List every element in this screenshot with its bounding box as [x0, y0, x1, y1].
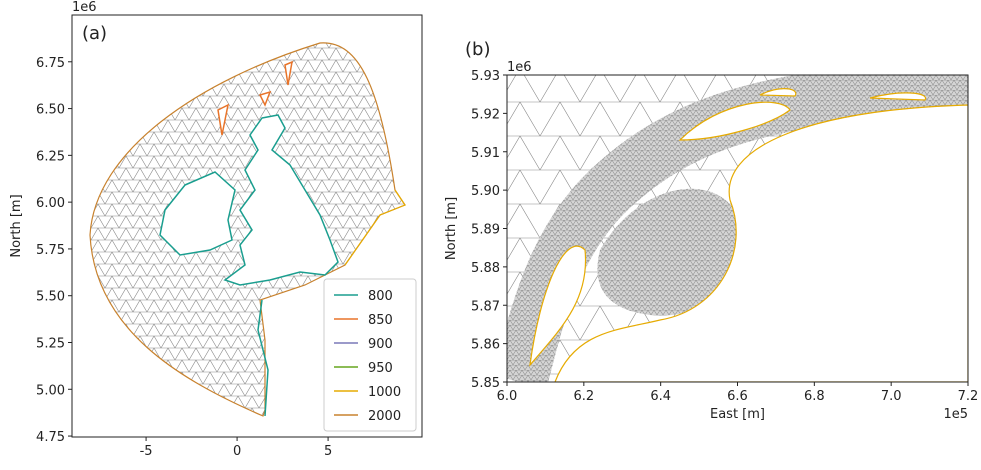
y-tick-label: 5.50	[36, 290, 65, 305]
mesh-b	[507, 75, 968, 382]
x-tick-label: 5	[324, 444, 332, 459]
y-tick-label: 5.91	[471, 146, 500, 161]
legend-label: 800	[368, 289, 393, 304]
x-tick-label: 0	[233, 444, 241, 459]
y-tick-label: 5.00	[36, 383, 65, 398]
x-tick-label: 6.6	[727, 389, 748, 404]
x-tick-label: 6.8	[804, 389, 825, 404]
y-tick-label: 5.93	[471, 69, 500, 84]
y-tick-label: 6.00	[36, 196, 65, 211]
legend-label: 2000	[368, 409, 401, 424]
x-tick-label: 6.4	[650, 389, 671, 404]
panel-label: (b)	[465, 39, 490, 60]
x-tick-label: 6.2	[573, 389, 594, 404]
legend-label: 900	[368, 337, 393, 352]
x-offset: 1e5	[943, 407, 968, 422]
y-axis-label: North [m]	[9, 194, 24, 257]
y-tick-label: 5.89	[471, 223, 500, 238]
x-tick-label: -5	[140, 444, 153, 459]
x-axis-label: East [m]	[710, 407, 765, 422]
y-tick-label: 4.75	[36, 430, 65, 445]
y-tick-label: 5.85	[471, 376, 500, 391]
y-tick-label: 6.75	[36, 56, 65, 71]
x-tick-label: 6.0	[497, 389, 518, 404]
y-tick-label: 5.25	[36, 336, 65, 351]
legend-label: 850	[368, 313, 393, 328]
y-tick-label: 5.86	[471, 338, 500, 353]
y-axis-label: North [m]	[444, 197, 459, 260]
y-tick-label: 5.90	[471, 184, 500, 199]
y-tick-label: 5.92	[471, 107, 500, 122]
legend-label: 950	[368, 361, 393, 376]
mesh-a	[89, 42, 406, 417]
x-tick-label: 7.2	[958, 389, 979, 404]
y-tick-label: 6.50	[36, 103, 65, 118]
x-tick-label: 7.0	[881, 389, 902, 404]
axes-frame	[71, 14, 423, 438]
legend	[323, 278, 417, 432]
legend-label: 1000	[368, 385, 401, 400]
y-tick-label: 6.25	[36, 149, 65, 164]
y-tick-label: 5.88	[471, 261, 500, 276]
y-offset: 1e6	[72, 0, 97, 15]
y-tick-label: 5.87	[471, 299, 500, 314]
panel-label: (a)	[82, 23, 107, 44]
y-offset: 1e6	[507, 60, 532, 75]
y-tick-label: 5.75	[36, 243, 65, 258]
